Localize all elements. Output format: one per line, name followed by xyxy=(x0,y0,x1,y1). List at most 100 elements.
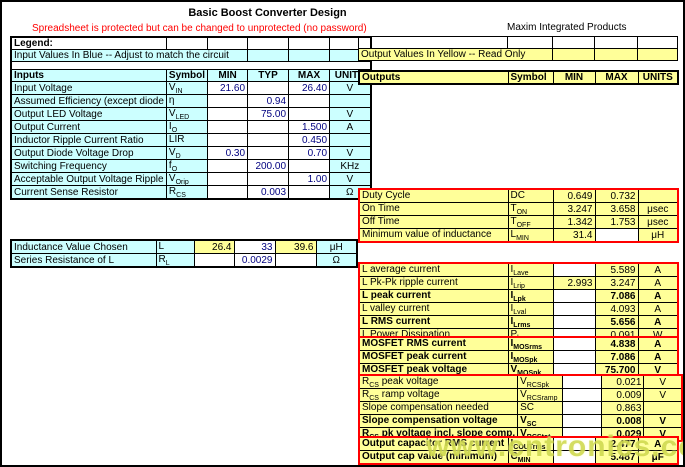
row-label: L average current xyxy=(358,262,509,277)
symbol-cell: LMIN xyxy=(507,228,554,243)
typ-cell[interactable]: 0.003 xyxy=(247,185,290,200)
output-row: L valley current ILval 4.093 A xyxy=(358,302,679,316)
empty-cell xyxy=(247,36,290,50)
min-cell: 0.649 xyxy=(552,188,596,203)
units-cell: A xyxy=(637,302,679,316)
min-cell xyxy=(552,336,596,351)
min-cell xyxy=(552,363,596,378)
output-row: Slope compensation voltage VSC 0.008 V xyxy=(358,414,683,428)
symbol-cell: VRCSramp xyxy=(517,388,563,402)
units-cell: V xyxy=(329,172,372,186)
input-row: Acceptable Output Voltage Ripple VOrip 1.0… xyxy=(10,172,372,186)
empty-cell xyxy=(288,49,331,62)
min-cell: 3.247 xyxy=(552,202,596,216)
min-cell[interactable] xyxy=(207,185,249,200)
inputs-table: Legend: Input Values In Blue -- Adjust t… xyxy=(10,36,372,200)
input-values-note: Input Values In Blue -- Adjust to match … xyxy=(10,49,249,62)
units-cell xyxy=(643,401,683,415)
units-cell: μF xyxy=(637,450,679,465)
output-row: MOSFET RMS current IMOSrms 4.838 A xyxy=(358,336,679,351)
row-label: RCS ramp voltage xyxy=(358,388,519,402)
min-cell: 2.993 xyxy=(552,276,596,290)
max-cell[interactable] xyxy=(274,253,317,268)
output-row: MOSFET peak current IMOSpk 7.086 A xyxy=(358,350,679,364)
typ-cell[interactable]: 33 xyxy=(233,239,276,254)
symbol-cell: IMOSrms xyxy=(507,336,554,351)
row-label: Switching Frequency xyxy=(10,159,167,173)
min-cell xyxy=(561,388,603,402)
max-cell: 1.753 xyxy=(594,215,639,229)
min-cell[interactable] xyxy=(207,133,249,147)
max-cell: 2.477 xyxy=(594,436,639,451)
max-cell: 7.086 xyxy=(594,350,639,364)
symbol-cell: VSC xyxy=(517,414,563,428)
row-label: Acceptable Output Voltage Ripple xyxy=(10,172,167,186)
symbol-cell: TON xyxy=(507,202,554,216)
max-cell: 39.6 xyxy=(274,239,317,254)
units-cell: V xyxy=(643,414,683,428)
max-cell[interactable] xyxy=(288,94,331,108)
symbol-cell: RL xyxy=(155,253,195,268)
symbol-cell: ILrms xyxy=(507,315,554,329)
max-cell[interactable]: 1.500 xyxy=(288,120,331,134)
max-cell[interactable] xyxy=(288,159,331,173)
min-cell[interactable] xyxy=(207,120,249,134)
brand-name: Maxim Integrated Products xyxy=(507,22,627,33)
min-cell[interactable]: 21.60 xyxy=(207,81,249,95)
output-group-timing: Duty Cycle DC 0.649 0.732 On Time TON 3.247 3.… xyxy=(358,188,679,243)
output-row: Minimum value of inductance LMIN 31.4 μH xyxy=(358,228,679,243)
output-row: L peak current ILpk 7.086 A xyxy=(358,289,679,303)
typ-cell[interactable] xyxy=(247,81,290,95)
max-cell: 3.658 xyxy=(594,202,639,216)
min-cell[interactable] xyxy=(207,94,249,108)
typ-cell[interactable]: 0.94 xyxy=(247,94,290,108)
output-group-mosfet: MOSFET RMS current IMOSrms 4.838 A MOSFET p… xyxy=(358,336,679,378)
site-watermark: www.cntronics.com xyxy=(426,430,683,463)
empty-cell xyxy=(207,36,249,50)
min-cell xyxy=(552,302,596,316)
max-cell[interactable]: 0.70 xyxy=(288,146,331,160)
typ-cell[interactable]: 75.00 xyxy=(247,107,290,121)
max-cell[interactable]: 26.40 xyxy=(288,81,331,95)
protection-warning: Spreadsheet is protected but can be chan… xyxy=(32,23,367,34)
symbol-header: Symbol xyxy=(165,69,209,82)
output-row: L Pk-Pk ripple current ILrip 2.993 3.247 A xyxy=(358,276,679,290)
empty-cell xyxy=(552,36,595,49)
min-cell[interactable] xyxy=(207,159,249,173)
typ-cell[interactable] xyxy=(247,120,290,134)
output-group-inductor: L average current ILave 5.589 A L Pk-Pk rip… xyxy=(358,262,679,343)
symbol-cell: VLED xyxy=(165,107,209,121)
output-group-capacitor: Output capacitor RMS current ICOUTrms 2.47… xyxy=(358,436,679,465)
max-cell[interactable] xyxy=(288,185,331,200)
typ-cell[interactable]: 200.00 xyxy=(247,159,290,173)
empty-cell xyxy=(594,48,638,61)
symbol-cell: RCS xyxy=(165,185,209,200)
typ-cell[interactable]: 0.0029 xyxy=(233,253,276,268)
min-cell[interactable]: 0.30 xyxy=(207,146,249,160)
output-row: MOSFET peak voltage VMOSpk 75.700 V xyxy=(358,363,679,378)
units-cell: V xyxy=(643,374,683,389)
typ-cell[interactable] xyxy=(247,172,290,186)
min-cell[interactable] xyxy=(207,172,249,186)
min-cell[interactable] xyxy=(193,253,235,268)
units-cell: μsec xyxy=(637,215,679,229)
min-cell xyxy=(561,401,603,415)
output-legend-note-row: Output Values In Yellow -- Read Only xyxy=(358,48,678,61)
typ-cell[interactable] xyxy=(247,133,290,147)
min-cell[interactable] xyxy=(207,107,249,121)
row-label: Off Time xyxy=(358,215,509,229)
empty-cell xyxy=(10,61,372,70)
typ-header: TYP xyxy=(247,69,290,82)
max-cell[interactable] xyxy=(288,107,331,121)
max-cell[interactable]: 0.450 xyxy=(288,133,331,147)
units-cell: A xyxy=(637,276,679,290)
row-label: Inductance Value Chosen xyxy=(10,239,157,254)
units-cell: KHz xyxy=(329,159,372,173)
max-cell[interactable]: 1.00 xyxy=(288,172,331,186)
typ-cell[interactable] xyxy=(247,146,290,160)
symbol-cell: η xyxy=(165,94,209,108)
row-label: Series Resistance of L xyxy=(10,253,157,268)
symbol-cell: LIR xyxy=(165,133,209,147)
symbol-cell: SC xyxy=(517,401,563,415)
units-cell: μH xyxy=(637,228,679,243)
